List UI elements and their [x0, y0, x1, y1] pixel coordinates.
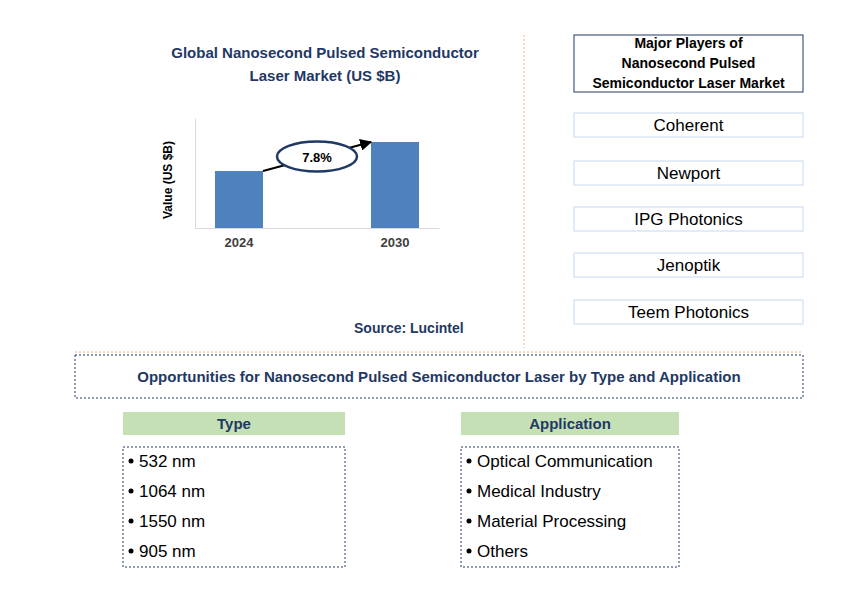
- players-title: Major Players of: [634, 35, 742, 51]
- annotation: 7.8%: [302, 150, 332, 165]
- x-tick-label: 2030: [381, 235, 410, 250]
- bullet: [129, 519, 134, 524]
- player-box: [574, 253, 803, 277]
- y-axis: [195, 119, 196, 229]
- separator: [75, 352, 803, 353]
- annotation-bubble: [277, 142, 357, 172]
- source: Source: Lucintel: [354, 320, 464, 336]
- players-title: Semiconductor Laser Market: [592, 75, 785, 91]
- bullet: [129, 549, 134, 554]
- y-axis-title: Value (US $B): [161, 141, 175, 219]
- player-name: Teem Photonics: [628, 303, 749, 322]
- bullet: [467, 489, 472, 494]
- x-axis-line: [196, 228, 440, 229]
- bars: [215, 142, 419, 228]
- player-name: Coherent: [654, 116, 724, 135]
- opportunities-box: [75, 355, 803, 398]
- page: Global Nanosecond Pulsed SemiconductorLa…: [0, 0, 868, 601]
- group-item: 1064 nm: [139, 482, 205, 501]
- players-title: Nanosecond Pulsed: [622, 55, 756, 71]
- group-item: Optical Communication: [477, 452, 653, 471]
- group-list-box: [123, 447, 345, 567]
- group-item: Medical Industry: [477, 482, 601, 501]
- bullet: [129, 459, 134, 464]
- chart-title: Global Nanosecond Pulsed SemiconductorLa…: [171, 44, 479, 84]
- bullet: [129, 489, 134, 494]
- separator: [524, 35, 525, 348]
- group-item: 532 nm: [139, 452, 196, 471]
- group-title: Type: [217, 415, 251, 432]
- group-item: 905 nm: [139, 542, 196, 561]
- bar: [215, 171, 263, 228]
- player-box: [574, 161, 803, 185]
- opportunities-title: Opportunities for Nanosecond Pulsed Semi…: [137, 368, 740, 385]
- x-tick: 2024: [225, 228, 255, 250]
- player-box: [574, 207, 803, 231]
- bullet: [467, 519, 472, 524]
- group-header-box: [123, 412, 345, 435]
- group-item: 1550 nm: [139, 512, 205, 531]
- group-title: Application: [529, 415, 611, 432]
- player-name: IPG Photonics: [634, 210, 743, 229]
- group-item: Material Processing: [477, 512, 626, 531]
- bullet: [467, 459, 472, 464]
- y-axis-line: [195, 119, 196, 229]
- x-tick-label: 2024: [225, 235, 255, 250]
- bullet: [467, 549, 472, 554]
- player-box: [574, 113, 803, 137]
- player-name: Newport: [657, 164, 721, 183]
- player-name: Jenoptik: [657, 256, 721, 275]
- players-header-box: [574, 35, 803, 92]
- group-list-box: [461, 447, 679, 567]
- player-box: [574, 300, 803, 324]
- x-axis: 2024 2030: [196, 228, 440, 250]
- x-tick: 2030: [381, 228, 410, 250]
- group-item: Others: [477, 542, 528, 561]
- bar: [371, 142, 419, 228]
- growth-arrow: [263, 142, 371, 171]
- group-header-box: [461, 412, 679, 435]
